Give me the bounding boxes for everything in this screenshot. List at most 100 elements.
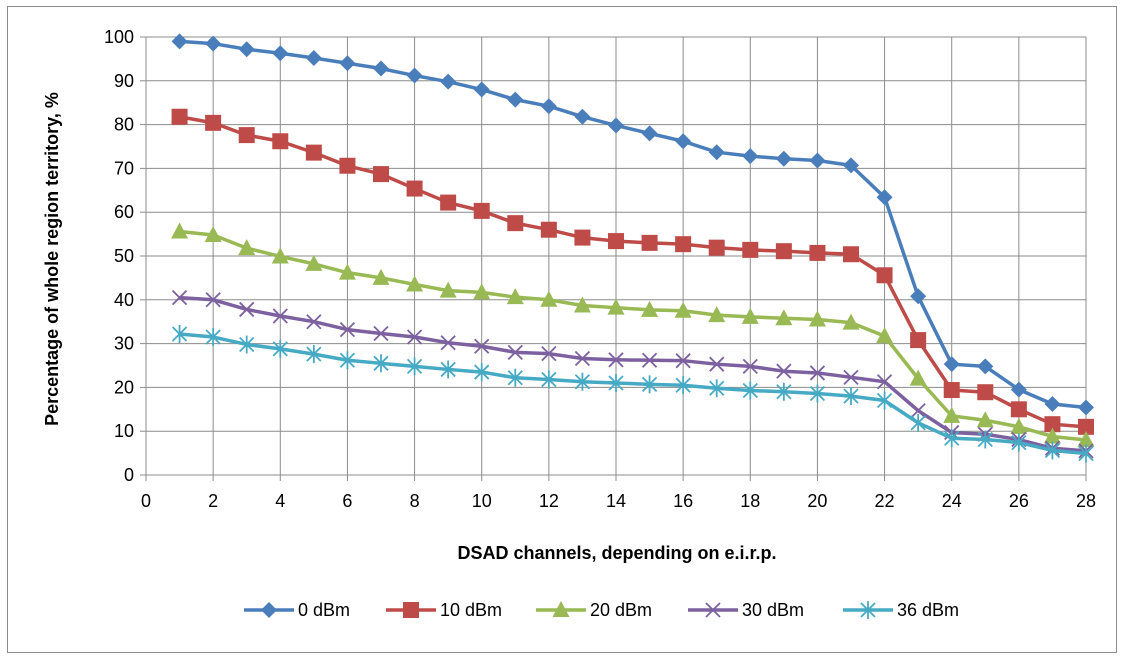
data-point	[1078, 444, 1094, 463]
data-point	[709, 379, 725, 398]
data-point	[238, 239, 256, 256]
x-tick-label: 14	[606, 491, 626, 511]
legend-entry: 30 dBm	[688, 600, 804, 620]
data-point	[339, 55, 356, 72]
data-point	[1077, 430, 1095, 447]
y-tick-label: 10	[114, 421, 134, 441]
data-point	[205, 114, 222, 131]
data-point	[205, 328, 221, 347]
data-point	[977, 384, 994, 401]
data-point	[373, 354, 389, 373]
data-point	[205, 35, 222, 52]
data-point	[608, 117, 624, 134]
legend-label: 0 dBm	[298, 600, 350, 620]
data-point	[171, 108, 188, 125]
data-point	[406, 67, 423, 84]
data-point	[674, 301, 692, 318]
data-point	[205, 292, 221, 308]
data-point	[876, 374, 893, 390]
data-point	[608, 233, 624, 250]
x-tick-label: 18	[740, 491, 760, 511]
data-point	[238, 127, 255, 144]
x-tick-label: 2	[208, 491, 218, 511]
data-point	[338, 263, 356, 280]
series-line	[179, 295, 1087, 453]
data-point	[742, 358, 758, 375]
data-point	[239, 301, 255, 318]
data-point	[573, 296, 591, 313]
data-point	[776, 363, 792, 379]
x-tick-label: 24	[942, 491, 962, 511]
data-point	[1044, 396, 1061, 413]
x-tick-label: 12	[539, 491, 559, 511]
data-point	[809, 244, 826, 261]
data-point	[742, 148, 759, 165]
data-point	[843, 246, 859, 263]
data-point	[876, 391, 893, 410]
x-tick-label: 26	[1009, 491, 1029, 511]
legend-marker	[403, 602, 419, 618]
data-point	[171, 324, 188, 343]
data-point	[776, 382, 792, 401]
data-point	[272, 133, 289, 150]
data-point	[944, 429, 960, 448]
data-point	[608, 352, 624, 368]
data-point	[339, 157, 356, 174]
chart-frame: 0 10 20 30 40 50 60 70 80 90 100 0 2 4 6 8 10 12 14 16 18 20…	[7, 6, 1117, 653]
data-point	[507, 91, 524, 108]
y-tick-label: 40	[114, 290, 134, 310]
data-point	[910, 332, 927, 349]
data-point	[809, 384, 826, 403]
legend-label: 10 dBm	[440, 600, 502, 620]
data-point	[876, 267, 893, 284]
data-point	[305, 144, 322, 161]
data-point	[440, 335, 456, 351]
data-point	[775, 243, 792, 260]
data-point	[373, 166, 389, 183]
data-point	[741, 307, 759, 324]
x-tick-label: 16	[673, 491, 693, 511]
series-line	[179, 229, 1087, 442]
data-point	[809, 152, 826, 169]
legend-entry: 0 dBm	[244, 600, 350, 620]
data-point	[977, 358, 994, 375]
data-point	[507, 215, 524, 232]
x-tick-label: 4	[275, 491, 285, 511]
legend-marker	[552, 601, 570, 617]
data-point	[373, 325, 389, 342]
data-point	[675, 133, 692, 150]
data-point	[843, 369, 859, 385]
data-point	[507, 344, 523, 360]
data-point	[272, 45, 289, 62]
y-tick-label: 100	[104, 27, 134, 47]
data-point	[171, 33, 188, 50]
data-point	[910, 413, 926, 432]
data-point	[507, 368, 523, 387]
data-point	[406, 329, 423, 345]
data-point	[910, 288, 927, 305]
x-axis-title: DSAD channels, depending on e.i.r.p.	[457, 543, 776, 563]
y-tick-label: 90	[114, 71, 134, 91]
data-point	[1044, 441, 1061, 460]
legend: 0 dBm 10 dBm 20 dBm 30 dBm 36 dBm	[244, 600, 959, 620]
series-36-dbm	[171, 324, 1094, 463]
data-point	[641, 352, 658, 368]
data-point	[977, 430, 993, 449]
y-tick-label: 80	[114, 115, 134, 135]
data-point	[842, 313, 860, 330]
data-point	[473, 283, 491, 300]
data-point	[876, 189, 893, 206]
data-point	[540, 221, 557, 238]
series-20-dbm	[171, 222, 1095, 447]
data-point	[271, 247, 289, 264]
legend-label: 36 dBm	[897, 600, 959, 620]
data-point	[1011, 433, 1027, 452]
data-point	[1043, 427, 1061, 444]
data-point	[439, 281, 457, 298]
data-point	[305, 254, 323, 271]
series-10-dbm	[171, 108, 1094, 435]
data-point	[473, 202, 490, 219]
data-point	[339, 321, 356, 338]
data-point	[843, 157, 859, 174]
